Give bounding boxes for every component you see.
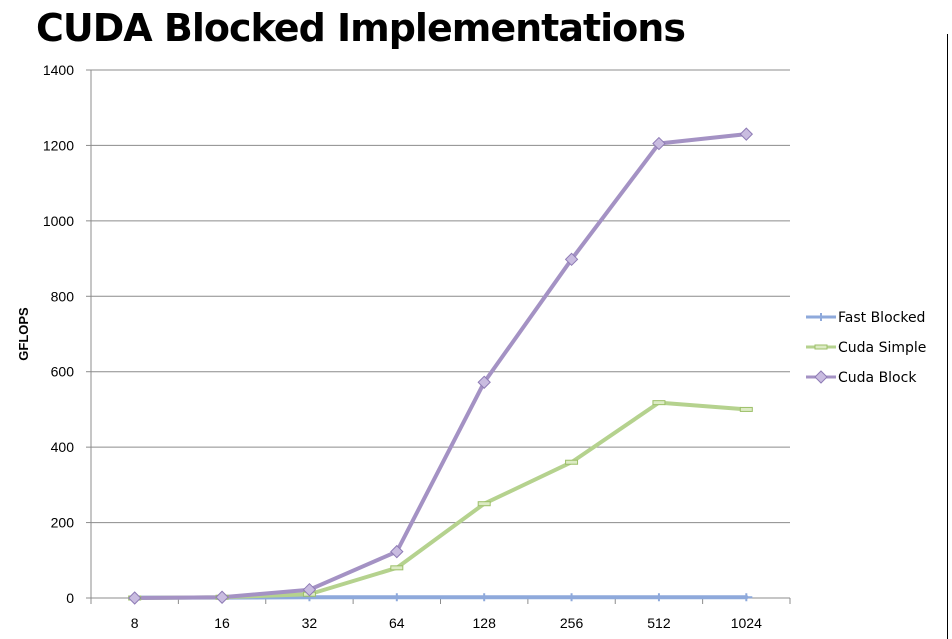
- data-point-cuda-block: [739, 127, 754, 141]
- y-tick-label: 800: [51, 288, 75, 304]
- x-tick-label: 32: [302, 615, 318, 631]
- gridlines: [91, 69, 790, 524]
- y-tick-label: 600: [51, 364, 75, 380]
- data-point-cuda-block: [477, 375, 491, 389]
- y-tick-label: 1000: [43, 213, 74, 229]
- x-tick-labels: 8 16 32 64 128 256 512 1024: [131, 615, 762, 631]
- data-point-cuda-block: [564, 252, 579, 267]
- x-tick-label: 8: [131, 615, 139, 631]
- x-tick-label: 1024: [731, 615, 762, 631]
- y-axis-title: GFLOPS: [16, 307, 31, 361]
- legend: Fast Blocked Cuda Simple Cuda Block: [806, 310, 926, 386]
- data-point-cuda-simple: [739, 406, 753, 412]
- y-tick-label: 0: [66, 590, 74, 606]
- x-tick-label: 64: [389, 615, 405, 631]
- y-tick-label: 200: [51, 515, 75, 531]
- data-point-cuda-block: [652, 136, 666, 151]
- data-point-fast-blocked: [652, 593, 665, 602]
- data-point-cuda-block: [215, 590, 229, 604]
- data-point-fast-blocked: [565, 593, 578, 602]
- y-tick-label: 1200: [43, 137, 74, 153]
- y-tick-label: 400: [51, 439, 75, 455]
- x-tick-label: 128: [473, 615, 497, 631]
- series-line-cuda-block: [132, 132, 749, 600]
- series-markers: [127, 127, 754, 605]
- legend-item-cuda-simple: Cuda Simple: [806, 340, 926, 356]
- slide-title: CUDA Blocked Implementations: [36, 6, 686, 50]
- series-lines: [132, 132, 749, 600]
- data-point-cuda-block: [390, 544, 404, 559]
- axes: [86, 69, 791, 604]
- y-tick-labels: 0 200 400 600 800 1000 1200 1400: [43, 62, 74, 606]
- x-tick-label: 512: [647, 615, 671, 631]
- series-line-cuda-simple: [132, 400, 749, 600]
- data-point-fast-blocked: [390, 593, 403, 602]
- legend-marker: [814, 370, 828, 384]
- legend-marker: [814, 344, 828, 350]
- x-tick-label: 16: [214, 615, 230, 631]
- legend-marker: [815, 313, 827, 321]
- data-point-cuda-simple: [477, 501, 491, 507]
- legend-item-cuda-block: Cuda Block: [806, 370, 917, 386]
- legend-label: Fast Blocked: [838, 310, 925, 326]
- slide-border: [947, 34, 948, 639]
- legend-label: Cuda Simple: [838, 340, 926, 356]
- data-point-cuda-simple: [652, 400, 666, 406]
- data-point-fast-blocked: [740, 593, 753, 602]
- data-point-cuda-block: [127, 591, 142, 605]
- x-tick-label: 256: [560, 615, 584, 631]
- data-point-cuda-simple: [390, 565, 404, 571]
- data-point-cuda-simple: [565, 459, 579, 465]
- data-point-fast-blocked: [478, 593, 491, 602]
- legend-item-fast-blocked: Fast Blocked: [806, 310, 925, 326]
- y-tick-label: 1400: [43, 62, 74, 78]
- legend-label: Cuda Block: [838, 370, 917, 386]
- data-point-cuda-block: [302, 582, 317, 597]
